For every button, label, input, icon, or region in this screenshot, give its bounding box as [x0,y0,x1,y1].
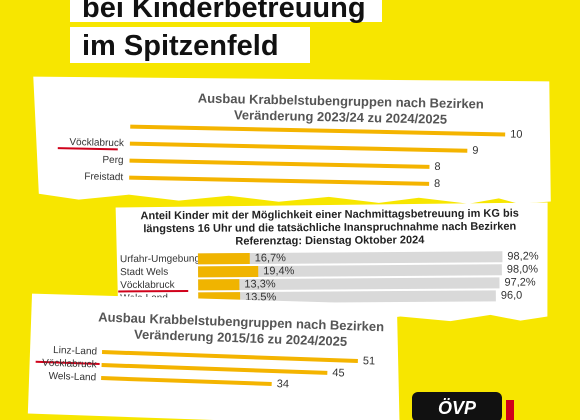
value-label: 10 [510,129,522,141]
category-label: Vöcklabruck [42,358,98,371]
value-label: 8 [434,178,440,190]
headline: bei Kinderbetreuung [82,0,366,24]
value-label: 98,2% [507,250,538,262]
bar [129,175,430,186]
value-label: 16,7% [255,252,286,264]
bar [198,264,502,278]
value-label: 97,2% [504,276,535,288]
category-label: Perg [102,155,123,166]
paper [33,76,551,204]
headline-box [70,0,382,22]
clipping: Ausbau Krabbelstubengruppen nach Bezirke… [27,293,400,420]
bar [197,251,503,265]
bar [130,124,506,137]
value-label: 98,0% [507,263,538,275]
highlight-line [57,147,118,151]
clipping: Anteil Kinder mit der Möglichkeit einer … [115,202,548,324]
bar [198,277,500,291]
value-label: 19,4% [263,265,294,277]
category-label: Freistadt [84,171,123,183]
chart-subtitle: Referenztag: Dienstag Oktober 2024 [235,234,425,247]
bar [101,363,328,375]
chart-title: Ausbau Krabbelstubengruppen nach Bezirke… [198,90,484,111]
category-label: Stadt Wels [120,267,168,278]
bar [101,376,272,386]
paper [27,293,400,420]
bar [198,290,496,304]
chart-subtitle: Veränderung 2023/24 zu 2024/2025 [234,107,447,126]
category-label: Urfahr-Umgebung [120,254,200,266]
bar [197,253,250,265]
headline: im Spitzenfeld [82,30,279,62]
chart-title: Anteil Kinder mit der Möglichkeit einer … [140,208,518,223]
chart-title: längstens 16 Uhr und die tatsächliche In… [143,221,516,236]
clipping: Ausbau Krabbelstubengruppen nach Bezirke… [33,76,551,204]
logo [412,392,502,420]
value-label: 9 [472,145,478,157]
value-label: 45 [332,367,345,379]
value-label: 13,3% [244,278,275,290]
logo-text: ÖVP [438,398,477,418]
bar [198,266,259,278]
highlight-line [35,360,100,365]
value-label: 34 [276,378,289,390]
category-label: Vöcklabruck [69,137,125,149]
bar [129,158,430,169]
headline-box [70,27,310,63]
logo-accent [506,400,514,420]
bar [198,279,240,291]
chart-subtitle: Veränderung 2015/16 zu 2024/2025 [134,327,348,349]
category-label: Linz-Land [53,345,97,358]
category-label: Vöcklabruck [120,280,176,291]
value-label: 8 [434,161,440,173]
value-label: 96,0 [501,290,523,302]
category-label: Wels-Land [48,371,96,384]
bar [101,350,358,363]
bar [129,141,468,153]
value-label: 51 [363,355,376,367]
